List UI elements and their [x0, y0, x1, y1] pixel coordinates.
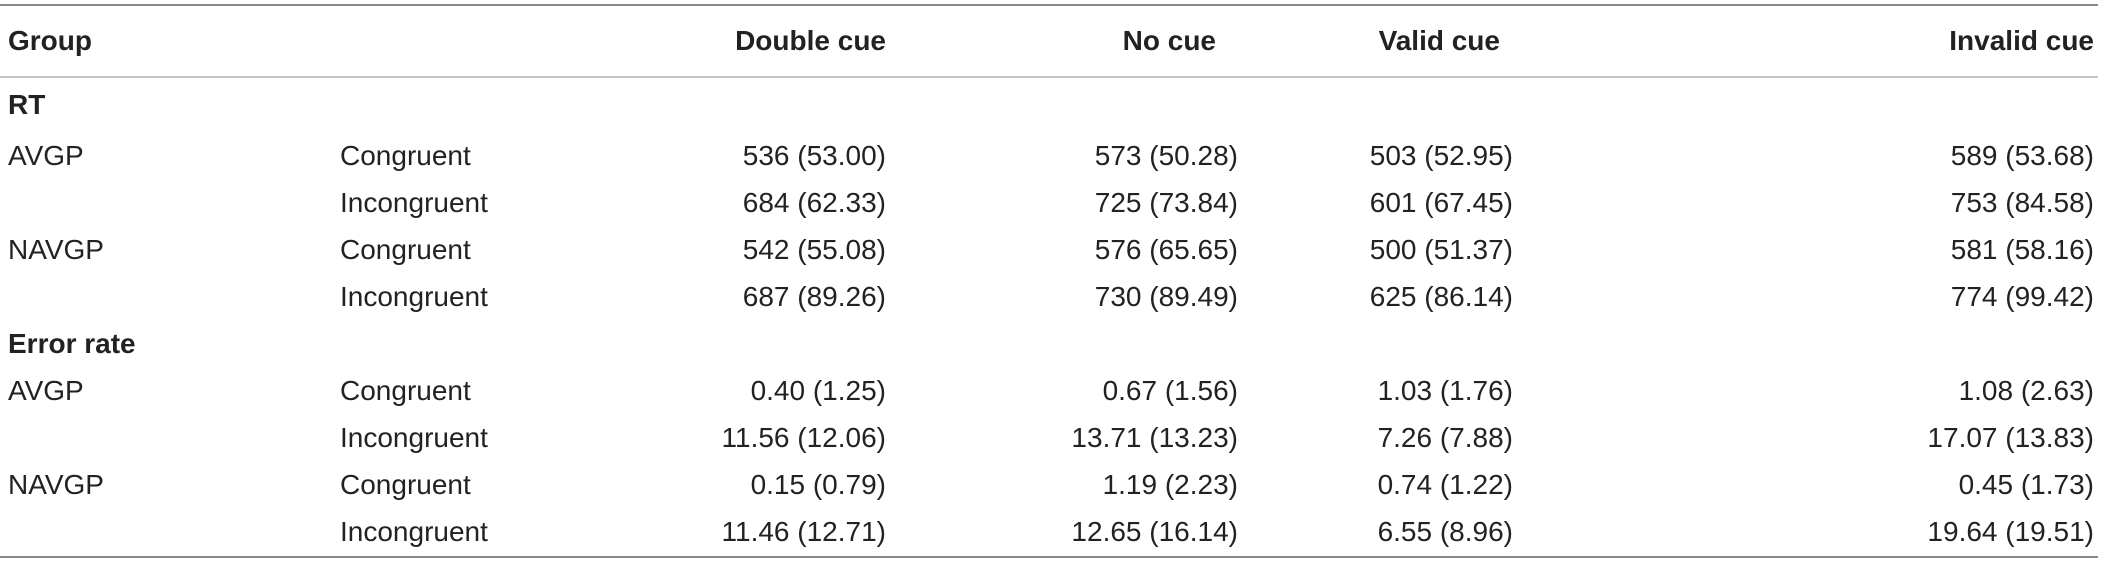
row-condition: Incongruent	[340, 186, 488, 218]
cell-valid-cue: 503 (52.95)	[1369, 139, 1513, 171]
row-group	[0, 273, 334, 320]
cell-invalid-cue: 774 (99.42)	[1950, 280, 2094, 312]
row-group	[0, 179, 334, 226]
section-row-error-rate: Error rate	[0, 320, 2098, 367]
row-condition: Incongruent	[340, 280, 488, 312]
header-row: Group Double cue No cue Valid cue Invali…	[0, 5, 2098, 77]
cell-invalid-cue: 17.07 (13.83)	[1927, 421, 2094, 453]
header-no-cue: No cue	[1122, 25, 1216, 56]
row-condition: Incongruent	[340, 516, 488, 547]
table-row: AVGP Congruent 536 (53.00) 573 (50.28) 5…	[0, 132, 2098, 179]
table-row: NAVGP Congruent 0.15 (0.79) 1.19 (2.23) …	[0, 461, 2098, 508]
cell-double-cue: 11.56 (12.06)	[721, 421, 887, 453]
header-group: Group	[8, 25, 92, 56]
cell-valid-cue: 1.03 (1.76)	[1377, 374, 1513, 406]
section-row-rt: RT	[0, 77, 2098, 132]
cell-no-cue: 576 (65.65)	[1094, 233, 1238, 265]
cell-no-cue: 13.71 (13.23)	[1071, 421, 1238, 453]
table-body: RT AVGP Congruent 536 (53.00) 573 (50.28…	[0, 77, 2098, 557]
table-row: Incongruent 11.56 (12.06) 13.71 (13.23) …	[0, 414, 2098, 461]
cell-valid-cue: 6.55 (8.96)	[1377, 516, 1513, 547]
cell-double-cue: 542 (55.08)	[742, 233, 886, 265]
table-row: AVGP Congruent 0.40 (1.25) 0.67 (1.56) 1…	[0, 367, 2098, 414]
row-condition: Congruent	[340, 233, 471, 265]
table-row: Incongruent 11.46 (12.71) 12.65 (16.14) …	[0, 508, 2098, 557]
cell-no-cue: 12.65 (16.14)	[1071, 516, 1238, 547]
cell-no-cue: 0.67 (1.56)	[1102, 374, 1238, 406]
cell-invalid-cue: 19.64 (19.51)	[1927, 516, 2094, 547]
cell-double-cue: 687 (89.26)	[742, 280, 886, 312]
cell-valid-cue: 7.26 (7.88)	[1377, 421, 1513, 453]
cell-double-cue: 0.40 (1.25)	[750, 374, 886, 406]
cell-valid-cue: 0.74 (1.22)	[1377, 468, 1513, 500]
cell-invalid-cue: 753 (84.58)	[1950, 186, 2094, 218]
table-row: Incongruent 684 (62.33) 725 (73.84) 601 …	[0, 179, 2098, 226]
row-group: AVGP	[8, 374, 84, 406]
cell-double-cue: 536 (53.00)	[742, 139, 886, 171]
table-header: Group Double cue No cue Valid cue Invali…	[0, 5, 2098, 77]
cell-valid-cue: 500 (51.37)	[1369, 233, 1513, 265]
row-group: NAVGP	[8, 468, 104, 500]
header-invalid-cue: Invalid cue	[1949, 25, 2094, 56]
row-group: AVGP	[8, 139, 84, 171]
results-table: Group Double cue No cue Valid cue Invali…	[0, 4, 2098, 558]
header-valid-cue: Valid cue	[1378, 25, 1500, 56]
row-condition: Incongruent	[340, 421, 488, 453]
table-row: Incongruent 687 (89.26) 730 (89.49) 625 …	[0, 273, 2098, 320]
cell-valid-cue: 625 (86.14)	[1369, 280, 1513, 312]
section-title: RT	[8, 89, 46, 120]
table-row: NAVGP Congruent 542 (55.08) 576 (65.65) …	[0, 226, 2098, 273]
cell-invalid-cue: 1.08 (2.63)	[1958, 374, 2094, 406]
row-condition: Congruent	[340, 468, 471, 500]
cell-no-cue: 573 (50.28)	[1094, 139, 1238, 171]
row-condition: Congruent	[340, 374, 471, 406]
cell-no-cue: 730 (89.49)	[1094, 280, 1238, 312]
cell-double-cue: 0.15 (0.79)	[750, 468, 886, 500]
cell-invalid-cue: 0.45 (1.73)	[1958, 468, 2094, 500]
header-double-cue: Double cue	[735, 25, 886, 56]
row-group	[0, 414, 334, 461]
cell-no-cue: 725 (73.84)	[1094, 186, 1238, 218]
row-condition: Congruent	[340, 139, 471, 171]
section-title: Error rate	[8, 327, 136, 359]
data-table-container: Group Double cue No cue Valid cue Invali…	[0, 4, 2098, 558]
cell-valid-cue: 601 (67.45)	[1369, 186, 1513, 218]
cell-invalid-cue: 581 (58.16)	[1950, 233, 2094, 265]
cell-double-cue: 684 (62.33)	[742, 186, 886, 218]
cell-invalid-cue: 589 (53.68)	[1950, 139, 2094, 171]
header-condition	[334, 5, 624, 77]
row-group	[0, 508, 334, 557]
row-group: NAVGP	[8, 233, 104, 265]
cell-double-cue: 11.46 (12.71)	[721, 516, 887, 547]
cell-no-cue: 1.19 (2.23)	[1102, 468, 1238, 500]
